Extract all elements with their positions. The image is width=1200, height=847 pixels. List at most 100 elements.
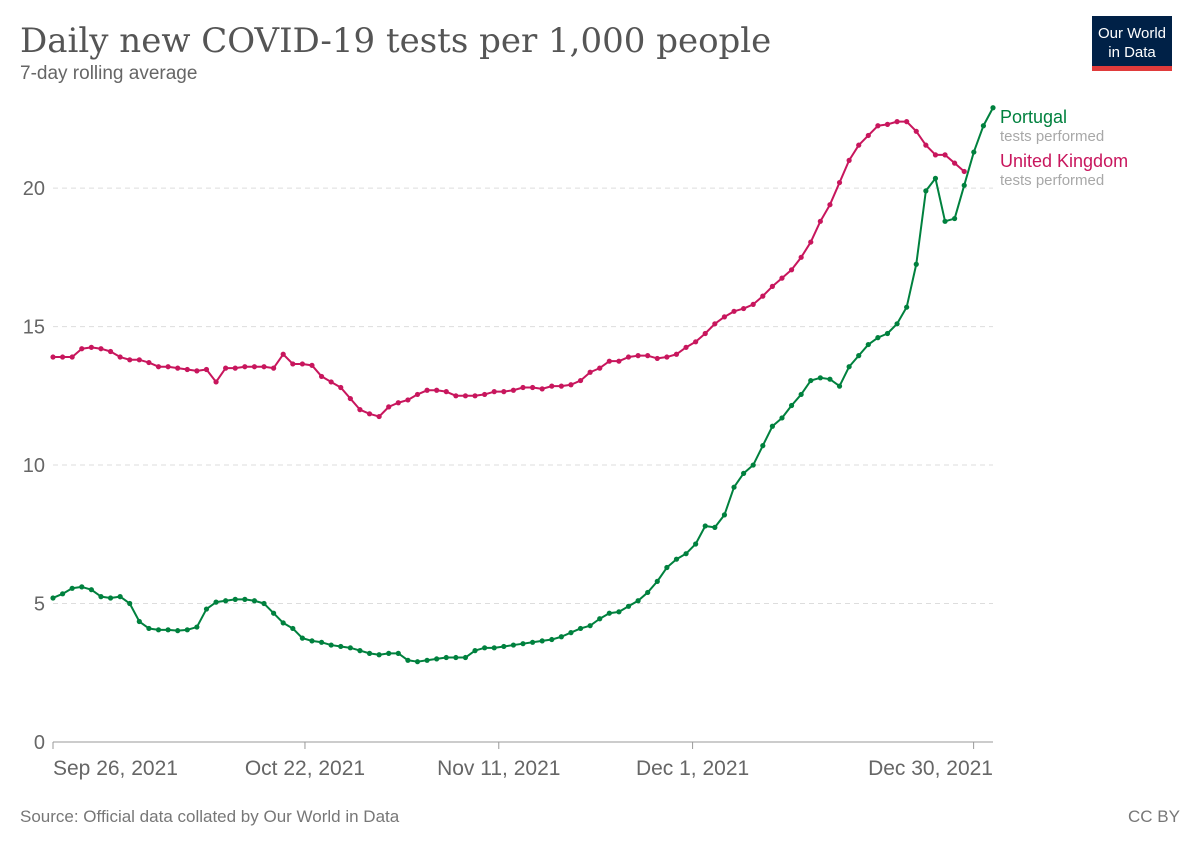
data-point-portugal[interactable] (808, 377, 814, 384)
data-point-united-kingdom[interactable] (482, 391, 488, 398)
data-point-portugal[interactable] (318, 639, 325, 645)
data-point-united-kingdom[interactable] (194, 368, 200, 374)
data-point-united-kingdom[interactable] (817, 218, 823, 224)
data-point-united-kingdom[interactable] (539, 386, 545, 392)
data-point-portugal[interactable] (549, 636, 555, 643)
data-point-united-kingdom[interactable] (453, 393, 459, 399)
data-point-united-kingdom[interactable] (261, 364, 267, 370)
data-point-united-kingdom[interactable] (213, 379, 219, 385)
data-point-united-kingdom[interactable] (808, 239, 814, 245)
data-point-portugal[interactable] (817, 375, 823, 381)
data-point-portugal[interactable] (462, 654, 469, 661)
data-point-united-kingdom[interactable] (155, 364, 162, 370)
data-point-united-kingdom[interactable] (827, 202, 833, 208)
data-point-united-kingdom[interactable] (683, 344, 689, 350)
data-point-portugal[interactable] (741, 470, 747, 476)
data-point-united-kingdom[interactable] (117, 354, 123, 360)
data-point-united-kingdom[interactable] (510, 387, 517, 393)
data-point-united-kingdom[interactable] (366, 411, 373, 417)
data-point-united-kingdom[interactable] (472, 393, 478, 399)
data-point-portugal[interactable] (510, 642, 517, 648)
data-point-portugal[interactable] (664, 564, 670, 571)
data-point-portugal[interactable] (414, 659, 421, 665)
data-point-portugal[interactable] (683, 551, 689, 557)
data-point-portugal[interactable] (990, 105, 996, 111)
data-point-united-kingdom[interactable] (712, 321, 718, 327)
data-point-united-kingdom[interactable] (175, 365, 181, 371)
data-point-portugal[interactable] (453, 654, 459, 661)
data-point-united-kingdom[interactable] (127, 357, 133, 363)
data-point-united-kingdom[interactable] (443, 389, 449, 395)
data-point-united-kingdom[interactable] (693, 339, 699, 345)
data-point-united-kingdom[interactable] (731, 308, 737, 314)
data-point-portugal[interactable] (69, 585, 75, 591)
series-label-portugal[interactable]: Portugal (1000, 107, 1067, 127)
data-point-united-kingdom[interactable] (942, 152, 948, 158)
data-point-portugal[interactable] (539, 638, 545, 644)
series-label-united-kingdom[interactable]: United Kingdom (1000, 151, 1128, 171)
data-point-portugal[interactable] (568, 630, 574, 636)
data-point-united-kingdom[interactable] (702, 330, 708, 337)
data-point-united-kingdom[interactable] (232, 365, 238, 371)
data-point-portugal[interactable] (702, 523, 708, 529)
data-point-united-kingdom[interactable] (242, 364, 248, 370)
data-point-portugal[interactable] (50, 595, 56, 601)
data-point-portugal[interactable] (597, 616, 603, 622)
data-point-portugal[interactable] (290, 625, 296, 632)
data-point-united-kingdom[interactable] (424, 387, 430, 393)
data-point-portugal[interactable] (654, 578, 660, 584)
data-point-portugal[interactable] (731, 484, 737, 490)
data-point-united-kingdom[interactable] (654, 355, 660, 362)
data-point-portugal[interactable] (635, 598, 641, 604)
data-point-united-kingdom[interactable] (606, 358, 612, 364)
data-point-portugal[interactable] (376, 652, 382, 658)
data-point-portugal[interactable] (482, 645, 488, 651)
data-point-portugal[interactable] (386, 650, 392, 656)
data-point-portugal[interactable] (501, 643, 507, 650)
data-point-united-kingdom[interactable] (904, 119, 910, 125)
series-line-portugal[interactable] (52, 107, 994, 663)
data-point-united-kingdom[interactable] (645, 353, 651, 359)
data-point-portugal[interactable] (942, 218, 948, 224)
data-point-united-kingdom[interactable] (750, 301, 756, 308)
data-point-united-kingdom[interactable] (386, 404, 392, 410)
data-point-united-kingdom[interactable] (673, 351, 680, 357)
data-point-portugal[interactable] (616, 609, 622, 615)
data-point-united-kingdom[interactable] (865, 132, 871, 139)
series-line-united-kingdom[interactable] (53, 120, 965, 418)
data-point-portugal[interactable] (577, 625, 584, 632)
data-point-united-kingdom[interactable] (635, 353, 641, 359)
data-point-portugal[interactable] (520, 641, 526, 647)
data-point-portugal[interactable] (175, 628, 181, 634)
data-point-portugal[interactable] (347, 645, 353, 651)
data-point-united-kingdom[interactable] (414, 391, 421, 398)
data-point-portugal[interactable] (587, 623, 593, 629)
data-point-united-kingdom[interactable] (290, 361, 296, 367)
data-point-united-kingdom[interactable] (568, 382, 574, 388)
data-point-portugal[interactable] (625, 603, 632, 609)
data-point-portugal[interactable] (127, 600, 133, 607)
data-point-portugal[interactable] (827, 376, 833, 382)
data-point-portugal[interactable] (856, 353, 862, 359)
data-point-united-kingdom[interactable] (136, 357, 142, 363)
data-point-portugal[interactable] (472, 648, 478, 654)
data-point-united-kingdom[interactable] (88, 344, 94, 350)
data-point-portugal[interactable] (779, 415, 785, 421)
data-point-united-kingdom[interactable] (884, 121, 891, 127)
data-point-united-kingdom[interactable] (616, 358, 622, 364)
data-point-united-kingdom[interactable] (913, 128, 919, 134)
data-point-portugal[interactable] (165, 627, 171, 633)
data-point-portugal[interactable] (261, 600, 267, 607)
data-point-portugal[interactable] (971, 149, 977, 155)
data-point-united-kingdom[interactable] (856, 142, 862, 148)
data-point-portugal[interactable] (798, 391, 804, 398)
data-point-portugal[interactable] (184, 627, 190, 633)
data-point-united-kingdom[interactable] (309, 362, 315, 368)
data-point-united-kingdom[interactable] (721, 314, 728, 320)
data-point-portugal[interactable] (395, 650, 401, 656)
data-point-united-kingdom[interactable] (184, 366, 190, 373)
data-point-united-kingdom[interactable] (434, 387, 440, 393)
source-note[interactable]: Source: Official data collated by Our Wo… (20, 807, 400, 826)
data-point-united-kingdom[interactable] (251, 364, 258, 370)
data-point-united-kingdom[interactable] (203, 366, 210, 373)
